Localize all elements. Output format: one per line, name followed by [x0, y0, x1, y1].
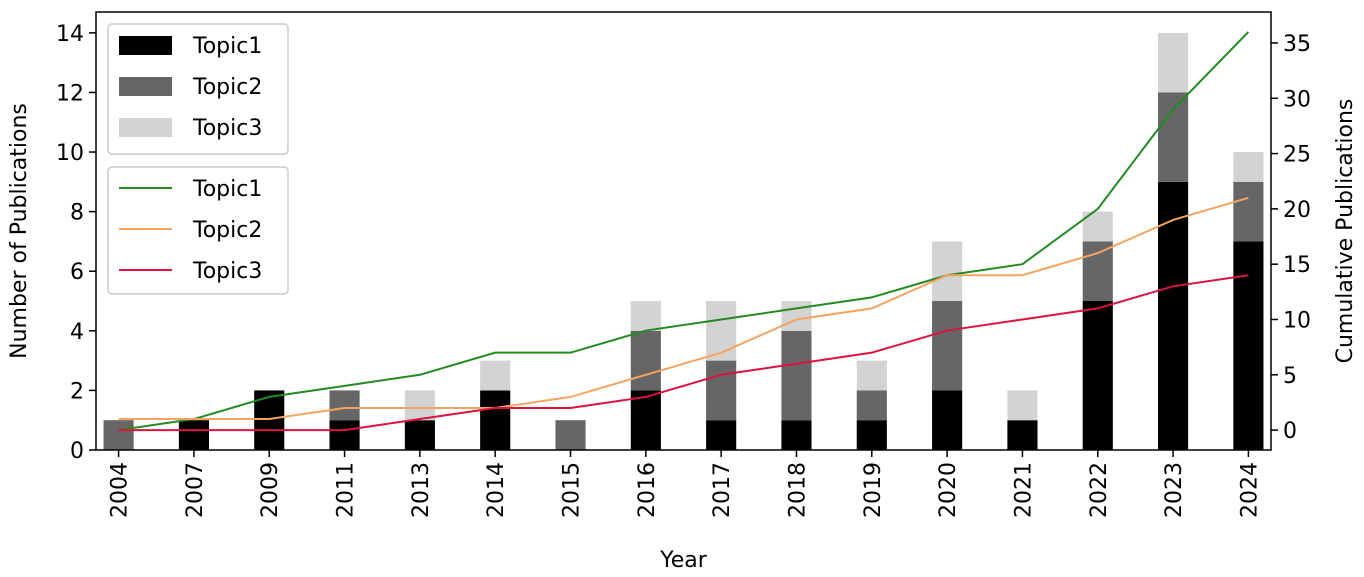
x-tick-label-2013: 2013: [409, 462, 434, 518]
x-tick-label-2009: 2009: [258, 462, 283, 518]
bar-topic2-2018: [781, 330, 812, 421]
y-tick-label: 14: [56, 22, 84, 47]
x-tick-label-2020: 2020: [936, 462, 961, 518]
legend-swatch-topic3: [119, 118, 172, 137]
x-tick-label-2024: 2024: [1237, 462, 1262, 518]
y2-axis-title: Cumulative Publications: [1333, 99, 1358, 364]
lines-layer: [118, 31, 1250, 432]
y2-tick-label: 0: [1283, 419, 1297, 444]
y2-tick-label: 10: [1283, 308, 1311, 333]
bar-topic3-2020: [932, 241, 963, 302]
legend-label: Topic2: [192, 75, 262, 100]
y2-tick-label: 5: [1283, 364, 1297, 389]
x-axis-title: Year: [659, 548, 708, 573]
y-axis-title: Number of Publications: [7, 103, 32, 359]
x-tick-label-2007: 2007: [183, 462, 208, 518]
plot-frame: [95, 11, 1272, 451]
y2-tick-label: 35: [1283, 32, 1311, 57]
x-tick-label-2023: 2023: [1162, 462, 1187, 518]
x-tick-label-2004: 2004: [108, 462, 133, 518]
bar-topic3-2013: [404, 390, 435, 421]
bar-topic1-2019: [856, 420, 887, 450]
bar-topic1-2023: [1158, 181, 1189, 450]
legend-layer: Topic1 Topic2 Topic3 Topic1 Topic2 Topic3: [107, 23, 289, 295]
bar-topic1-2007: [178, 420, 209, 450]
bar-topic3-2016: [630, 301, 661, 331]
bar-topic2-2023: [1158, 92, 1189, 182]
bar-topic3-2019: [856, 360, 887, 391]
x-tick-label-2014: 2014: [484, 462, 509, 518]
legend-label: Topic1: [192, 177, 262, 202]
bar-topic2-2022: [1082, 241, 1113, 302]
y2-tick-label: 20: [1283, 198, 1311, 223]
x-tick-label-2015: 2015: [560, 462, 585, 518]
bar-topic1-2018: [781, 420, 812, 450]
bar-topic3-2018: [781, 301, 812, 331]
x-tick-label-2022: 2022: [1087, 462, 1112, 518]
x-tick-label-2021: 2021: [1011, 462, 1036, 518]
x-tick-label-2016: 2016: [635, 462, 660, 518]
bar-topic3-2017: [706, 301, 737, 361]
bar-topic3-2024: [1233, 152, 1264, 182]
x-tick-label-2017: 2017: [710, 462, 735, 518]
line-cumulative-topic3: [118, 274, 1249, 432]
legend-label: Topic3: [192, 259, 262, 284]
y2-tick-label: 15: [1283, 253, 1311, 278]
bar-topic2-2017: [706, 360, 737, 421]
legend-swatch-topic1: [119, 36, 172, 55]
y2-tick-label: 25: [1283, 143, 1311, 168]
x-tick-label-2019: 2019: [861, 462, 886, 518]
legend-lines: [107, 166, 289, 295]
bar-topic2-2004: [103, 420, 134, 450]
legend-label: Topic3: [192, 116, 262, 141]
legend-swatch-topic2: [119, 77, 172, 96]
bar-topic3-2023: [1158, 32, 1189, 93]
bar-topic1-2022: [1082, 301, 1113, 450]
y2-tick-label: 30: [1283, 87, 1311, 112]
y-tick-label: 4: [70, 320, 84, 345]
bar-topic1-2016: [630, 390, 661, 450]
line-cumulative-topic2: [118, 196, 1249, 421]
bar-topic1-2013: [404, 420, 435, 450]
y-tick-label: 12: [56, 81, 84, 106]
bars-layer: [103, 32, 1264, 450]
bar-topic1-2021: [1007, 420, 1038, 450]
y-tick-label: 8: [70, 201, 84, 226]
bar-topic2-2020: [932, 301, 963, 391]
bar-topic1-2014: [480, 390, 511, 450]
bar-topic1-2024: [1233, 241, 1264, 450]
y-tick-label: 6: [70, 260, 84, 285]
bar-topic2-2015: [555, 420, 586, 450]
legend-label: Topic1: [192, 34, 262, 59]
y-tick-label: 0: [70, 439, 84, 464]
bar-topic1-2017: [706, 420, 737, 450]
x-tick-label-2018: 2018: [785, 462, 810, 518]
y-tick-label: 10: [56, 141, 84, 166]
legend-label: Topic2: [192, 218, 262, 243]
bar-topic2-2011: [329, 390, 360, 421]
line-cumulative-topic1: [118, 31, 1250, 432]
bar-topic2-2019: [856, 390, 887, 421]
bar-topic2-2016: [630, 330, 661, 391]
bar-topic1-2020: [932, 390, 963, 450]
y-tick-label: 2: [70, 379, 84, 404]
bar-topic2-2024: [1233, 181, 1264, 242]
x-tick-label-2011: 2011: [334, 462, 359, 518]
axes-layer: 0 2 4 6 8 10 12 14 0 5 10 15 20 25 30 35 2004 2007 2009 201…: [56, 22, 1311, 518]
bar-topic3-2014: [480, 360, 511, 391]
bar-topic3-2021: [1007, 390, 1038, 421]
bar-topic1-2011: [329, 420, 360, 450]
